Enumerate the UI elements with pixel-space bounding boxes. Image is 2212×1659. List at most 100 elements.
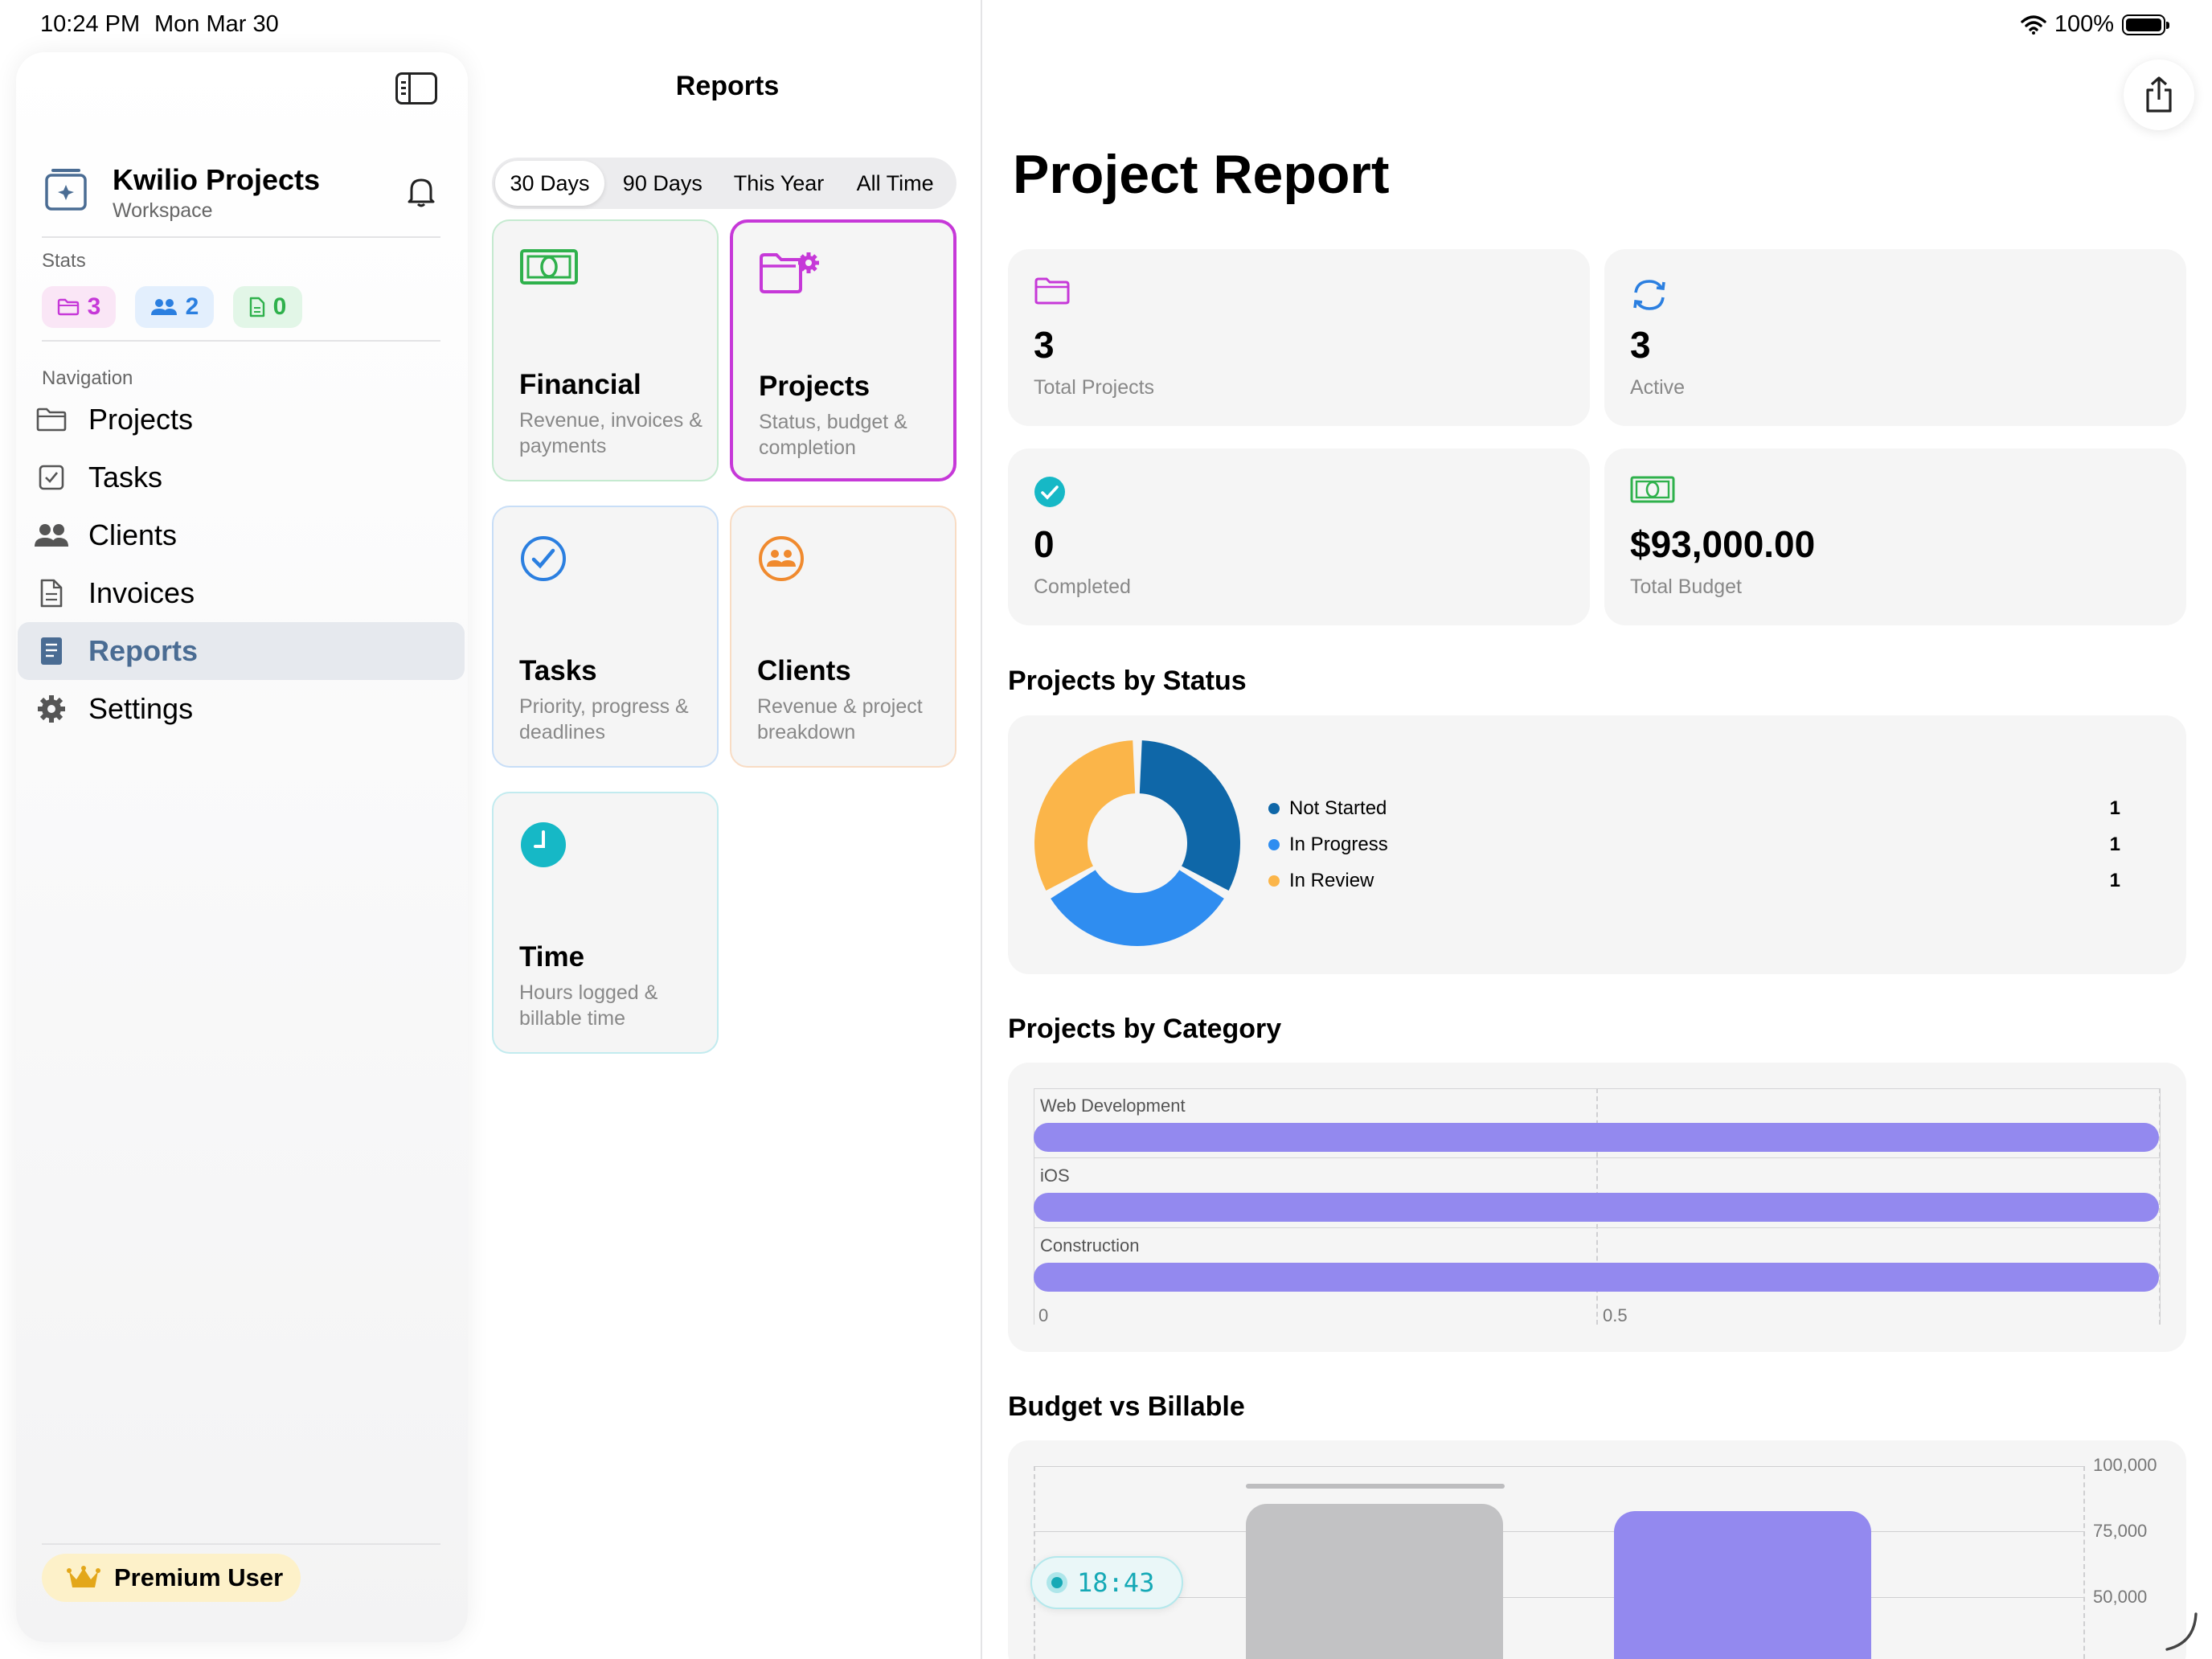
stat-card-total-projects: 3 Total Projects xyxy=(1008,249,1590,426)
budget-rule-mark xyxy=(1246,1484,1505,1489)
wifi-icon xyxy=(2021,14,2046,35)
banknote-icon xyxy=(520,249,578,285)
sidebar-item-projects[interactable]: Projects xyxy=(18,391,465,449)
folder-icon xyxy=(1034,277,1070,305)
page-title: Project Report xyxy=(1013,144,1390,205)
status-date: Mon Mar 30 xyxy=(154,11,279,37)
range-30-days[interactable]: 30 Days xyxy=(495,161,604,206)
check-circle-icon xyxy=(521,536,566,581)
range-90-days[interactable]: 90 Days xyxy=(622,170,703,195)
report-card-clients[interactable]: Clients Revenue & project breakdown xyxy=(730,506,956,768)
stat-chip-projects: 3 xyxy=(42,286,116,328)
people-circle-icon xyxy=(759,536,804,581)
y-tick-label: 75,000 xyxy=(2093,1521,2148,1541)
battery-icon xyxy=(2122,14,2169,35)
x-tick-label: 0.5 xyxy=(1603,1305,1628,1325)
sidebar-item-reports[interactable]: Reports xyxy=(18,622,465,680)
y-tick-label: 50,000 xyxy=(2093,1587,2148,1607)
status-time: 10:24 PM xyxy=(40,11,141,37)
timer-dot-icon xyxy=(1047,1572,1067,1593)
sidebar-item-invoices[interactable]: Invoices xyxy=(18,564,465,622)
people-icon xyxy=(34,518,69,553)
category-bar-construction xyxy=(1034,1263,2159,1292)
report-card-tasks[interactable]: Tasks Priority, progress & deadlines xyxy=(492,506,719,768)
folder-gear-icon xyxy=(760,252,819,293)
donut-slice-not-started xyxy=(1139,740,1240,891)
gridline xyxy=(1034,1531,2085,1532)
status-indicators: 100% xyxy=(2021,11,2169,38)
legend-dot xyxy=(1268,839,1280,850)
row-divider xyxy=(1034,1157,2161,1158)
budget-chart-panel xyxy=(1008,1440,2186,1659)
stats-label: Stats xyxy=(42,250,86,272)
bell-icon[interactable] xyxy=(407,175,436,207)
sidebar-item-settings[interactable]: Settings xyxy=(18,680,465,738)
donut-slice-in-review xyxy=(1034,740,1136,891)
category-bar-web-development xyxy=(1034,1123,2159,1152)
divider xyxy=(42,236,440,238)
banknote-icon xyxy=(1630,476,1675,503)
stat-chip-clients: 2 xyxy=(135,286,214,328)
share-button[interactable] xyxy=(2124,59,2194,130)
workspace-icon xyxy=(45,169,87,211)
column-divider xyxy=(981,0,982,1659)
check-circle-icon xyxy=(1034,477,1065,507)
legend-item-not-started: Not Started 1 xyxy=(1268,797,2120,820)
sidebar-toggle-icon[interactable] xyxy=(395,72,437,104)
crown-icon xyxy=(67,1566,100,1587)
range-all-time[interactable]: All Time xyxy=(856,170,934,195)
date-range-segmented-control: 30 Days 90 Days This Year All Time xyxy=(492,158,956,209)
document-icon xyxy=(34,576,69,611)
gridline xyxy=(1034,1597,2085,1598)
category-bar-ios xyxy=(1034,1193,2159,1222)
share-icon xyxy=(2146,76,2172,113)
checkbox-icon xyxy=(34,460,69,495)
folder-icon xyxy=(34,402,69,437)
workspace-subtitle: Workspace xyxy=(113,199,213,222)
section-title-budget: Budget vs Billable xyxy=(1008,1391,1245,1422)
legend-item-in-progress: In Progress 1 xyxy=(1268,834,2120,856)
stat-card-active: 3 Active xyxy=(1604,249,2186,426)
section-title-status: Projects by Status xyxy=(1008,666,1247,696)
legend-dot xyxy=(1268,803,1280,814)
navigation-label: Navigation xyxy=(42,367,133,389)
category-label: Web Development xyxy=(1040,1096,1186,1116)
status-donut-chart xyxy=(1034,740,1240,946)
stat-card-total-budget: $93,000.00 Total Budget xyxy=(1604,449,2186,625)
divider xyxy=(42,1543,440,1545)
report-card-financial[interactable]: Financial Revenue, invoices & payments xyxy=(492,219,719,481)
resize-handle-icon[interactable] xyxy=(2164,1611,2199,1653)
stat-card-completed: 0 Completed xyxy=(1008,449,1590,625)
range-this-year[interactable]: This Year xyxy=(733,170,825,195)
workspace-name[interactable]: Kwilio Projects xyxy=(113,163,321,196)
donut-slice-in-progress xyxy=(1051,870,1224,946)
report-card-time[interactable]: Time Hours logged & billable time xyxy=(492,792,719,1054)
category-label: iOS xyxy=(1040,1165,1070,1186)
people-icon xyxy=(150,299,177,315)
sidebar-item-clients[interactable]: Clients xyxy=(18,506,465,564)
divider xyxy=(42,340,440,342)
budget-plot-area xyxy=(1034,1466,2085,1659)
gridline xyxy=(1034,1466,2085,1467)
legend-dot xyxy=(1268,875,1280,887)
stat-chip-invoices: 0 xyxy=(233,286,302,328)
report-icon xyxy=(34,633,69,669)
floating-timer-button[interactable]: 18:43 xyxy=(1030,1556,1183,1609)
row-divider xyxy=(1034,1227,2161,1228)
x-tick-label: 0 xyxy=(1038,1305,1049,1325)
budget-bar xyxy=(1246,1503,1503,1659)
reports-title: Reports xyxy=(675,71,780,101)
battery-percent: 100% xyxy=(2054,11,2114,37)
legend-item-in-review: In Review 1 xyxy=(1268,870,2120,892)
report-card-projects[interactable]: Projects Status, budget & completion xyxy=(730,219,956,481)
gridline xyxy=(2159,1088,2161,1325)
document-icon xyxy=(249,297,264,317)
sidebar-item-tasks[interactable]: Tasks xyxy=(18,449,465,506)
clock-icon xyxy=(521,822,566,867)
gear-icon xyxy=(34,691,69,727)
refresh-icon xyxy=(1633,280,1665,310)
folder-icon xyxy=(57,298,79,316)
section-title-category: Projects by Category xyxy=(1008,1014,1282,1044)
y-tick-label: 100,000 xyxy=(2093,1455,2157,1475)
premium-badge[interactable]: Premium User xyxy=(42,1554,301,1602)
